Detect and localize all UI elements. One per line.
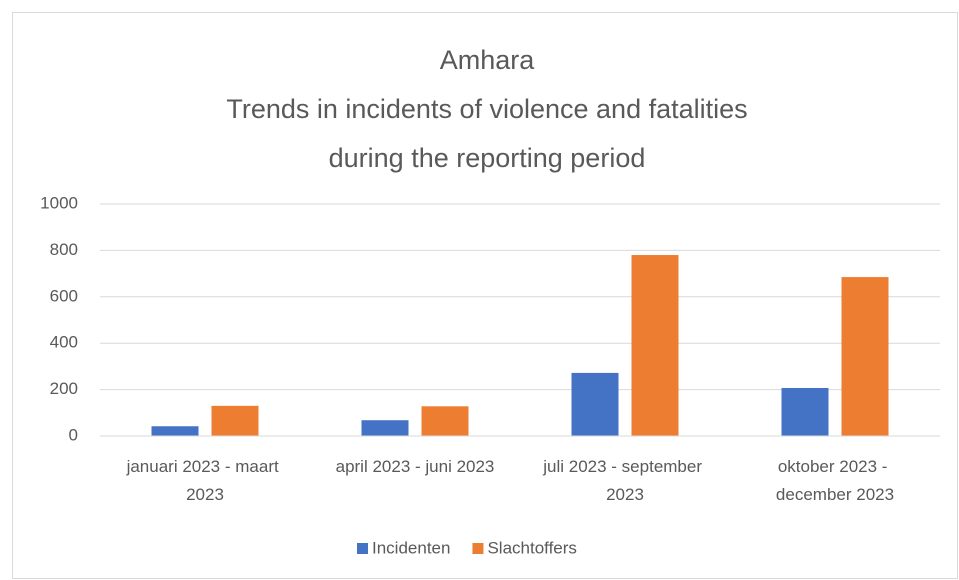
y-tick-label: 1000 [40,193,78,212]
bar [841,277,889,436]
x-tick-label-line: juli 2023 - september [542,457,706,476]
chart-title: Amhara [440,45,536,75]
x-tick-label: januari 2023 - maart 2023 [126,457,284,504]
x-tick-label-line: april 2023 - juni 2023 [336,457,495,476]
y-tick-label: 0 [69,425,78,444]
legend-swatch [472,543,484,554]
bar [571,372,619,436]
x-tick-label: april 2023 - juni 2023 [336,457,495,476]
chart-title: during the reporting period [329,143,646,173]
x-tick-label: oktober 2023 - december 2023 [776,457,894,504]
y-tick-label: 800 [50,240,78,259]
y-tick-label: 600 [50,286,78,305]
x-tick-label-line: januari 2023 - maart [126,457,284,476]
x-tick-label: juli 2023 - september 2023 [542,457,706,504]
bar [361,420,409,436]
bar [421,406,469,436]
bar [631,255,679,436]
bar [211,405,259,436]
y-tick-label: 400 [50,333,78,352]
legend-swatch [357,543,368,554]
bar [781,387,829,436]
x-tick-label-line: 2023 [606,485,644,504]
x-tick-label-line: oktober 2023 - [778,457,892,476]
chart-frame [12,12,958,579]
x-tick-label-line: december 2023 [776,485,894,504]
bar [151,426,199,436]
y-tick-label: 200 [50,379,78,398]
legend-label: Slachtoffers [487,538,576,557]
legend-label: Incidenten [372,538,450,557]
chart-title: Trends in incidents of violence and fata… [226,94,747,124]
x-tick-label-line: 2023 [186,485,224,504]
